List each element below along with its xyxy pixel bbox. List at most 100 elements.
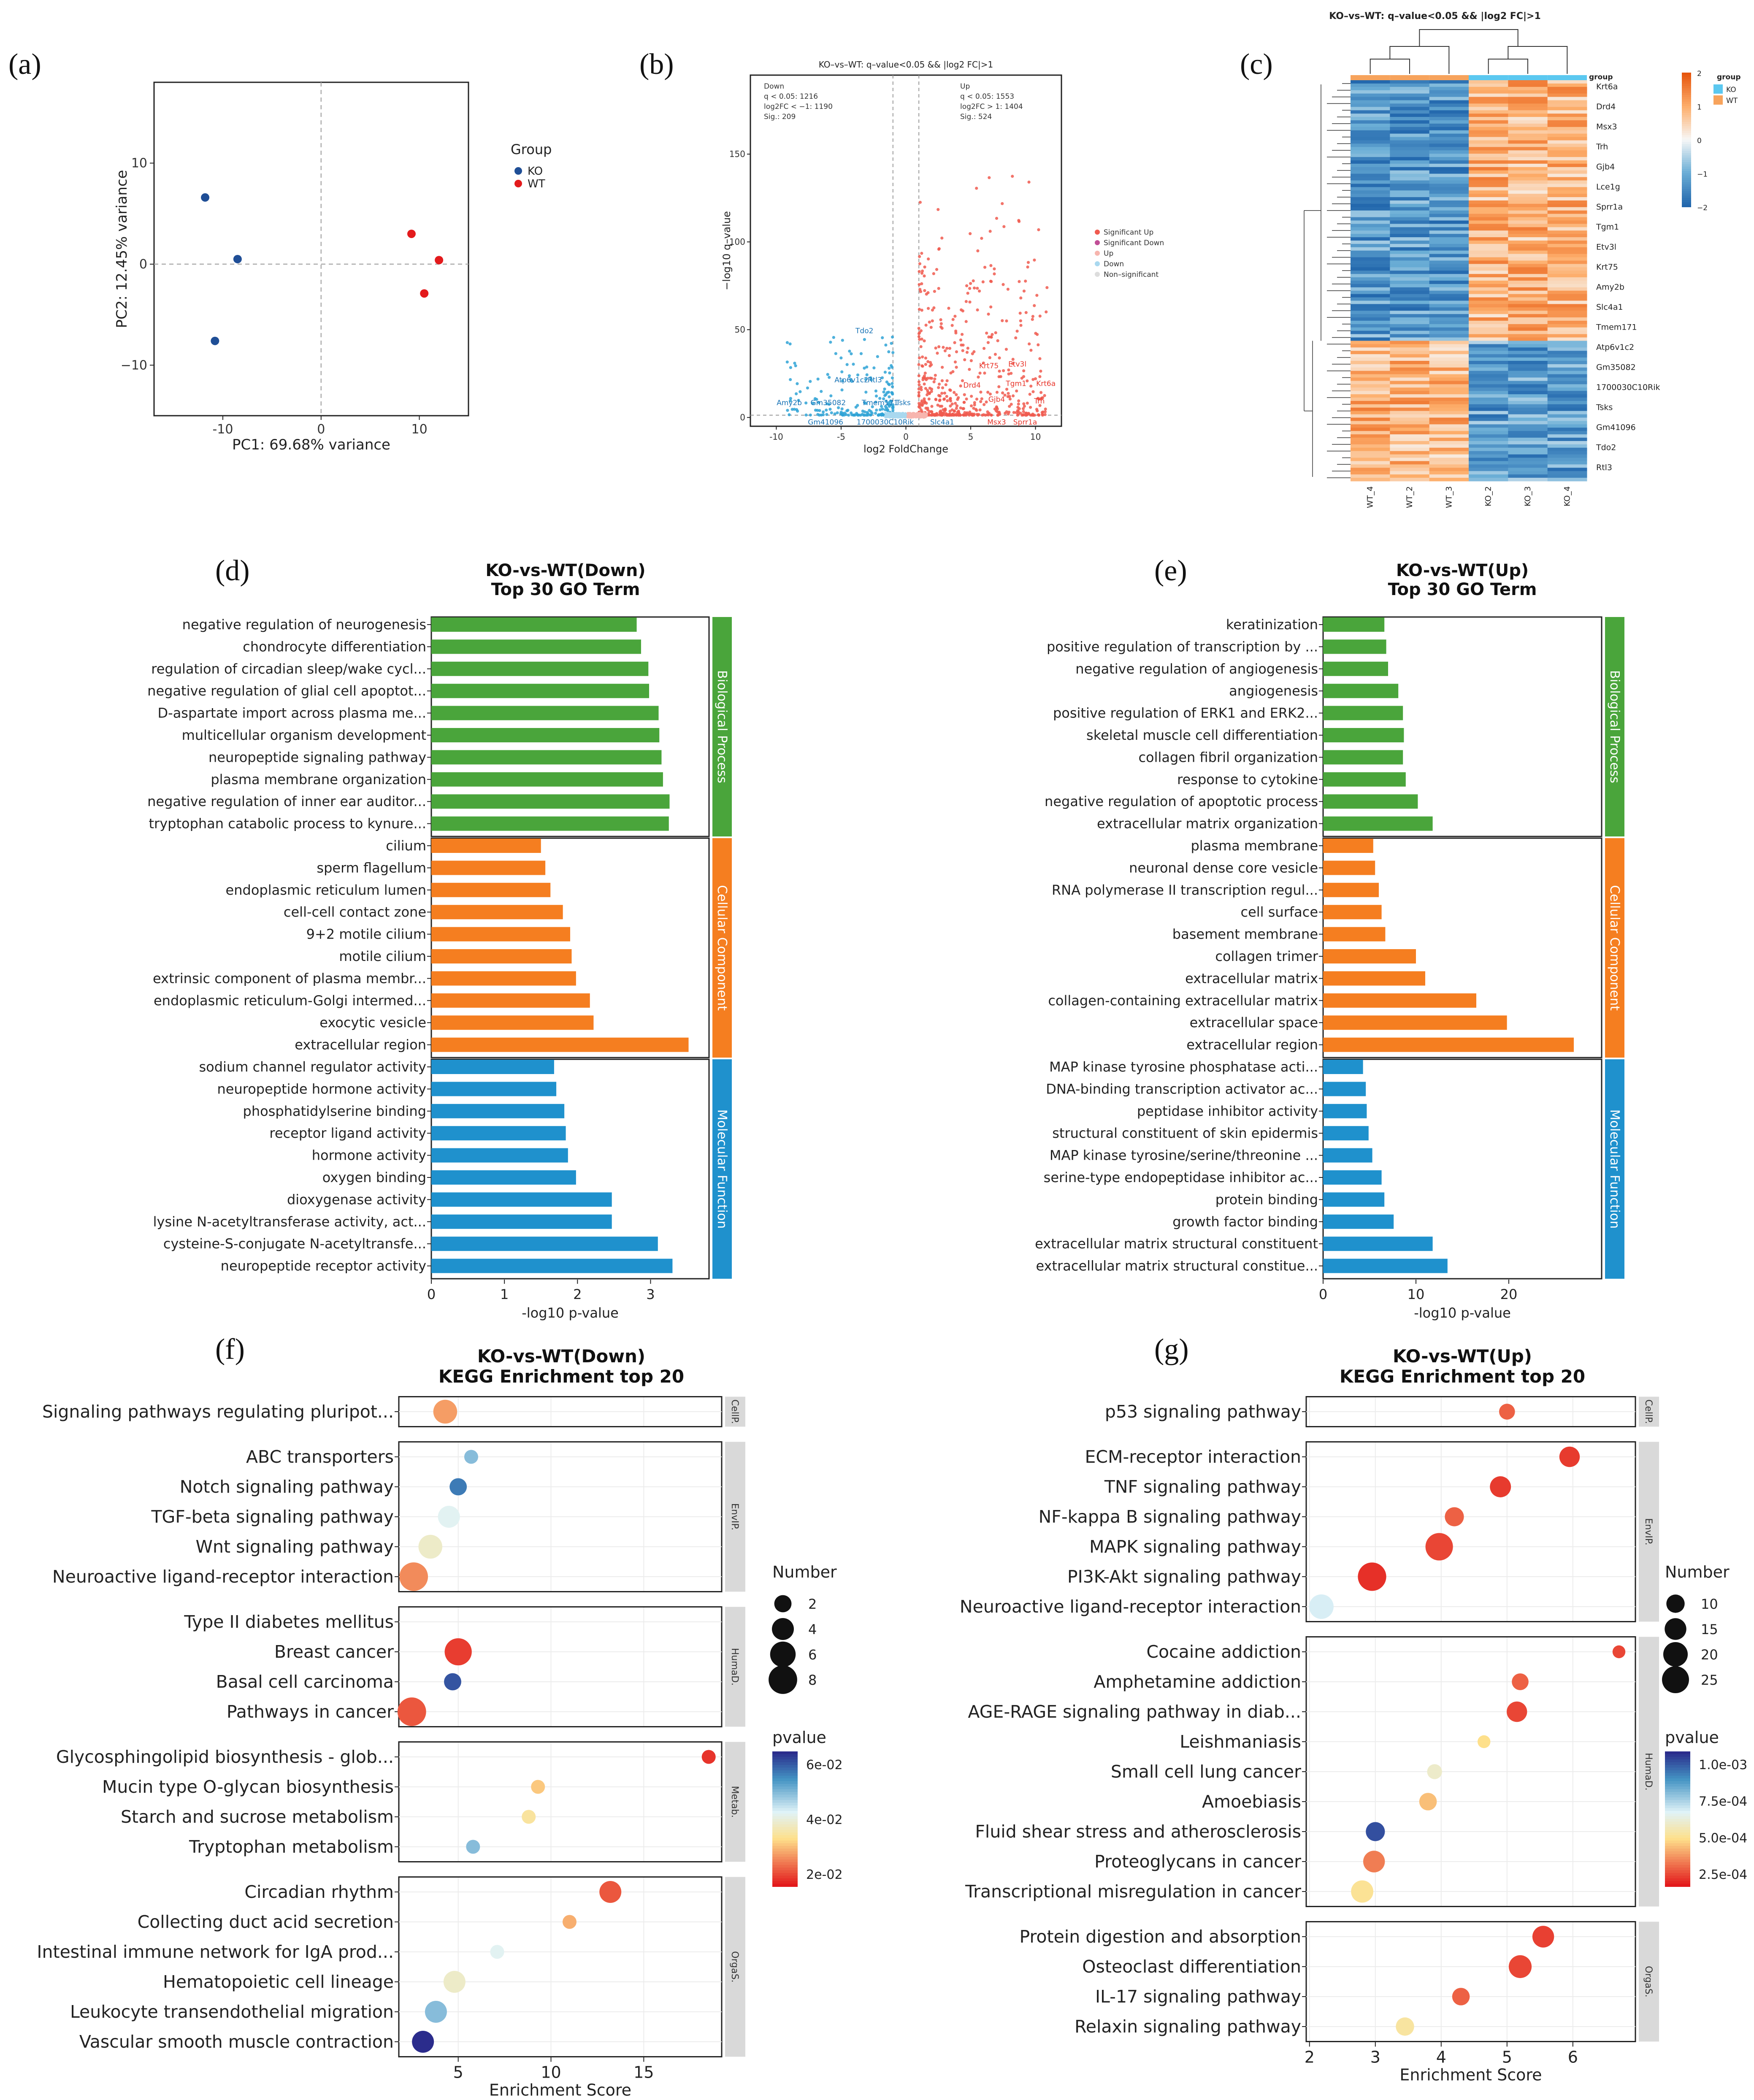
group-annotation-cell — [1351, 75, 1390, 80]
colorbar-segment — [1682, 117, 1691, 120]
legend-title: group — [1717, 73, 1741, 81]
volcano-point-down — [794, 364, 797, 368]
heatmap-cell — [1429, 321, 1469, 325]
heatmap-cell — [1469, 117, 1508, 121]
x-axis-label: Enrichment Score — [1399, 2066, 1542, 2084]
volcano-point-up — [918, 200, 922, 204]
heatmap-cell — [1469, 271, 1508, 274]
heatmap-cell — [1351, 194, 1390, 198]
kegg-term-label: Cocaine addiction — [1146, 1642, 1301, 1662]
volcano-point-down — [880, 405, 883, 408]
heatmap-cell — [1429, 364, 1469, 368]
colorbar-segment — [1682, 113, 1691, 116]
heatmap-cell — [1469, 478, 1508, 482]
volcano-point-up — [1022, 410, 1025, 413]
heatmap-cell — [1469, 190, 1508, 194]
volcano-point-up — [943, 391, 946, 395]
volcano-point-up — [928, 387, 931, 390]
volcano-point-up — [926, 307, 930, 310]
go-term-label: protein binding — [1215, 1191, 1318, 1207]
heatmap-cell — [1547, 341, 1587, 344]
heatmap-cell — [1547, 468, 1587, 471]
heatmap-cell — [1390, 170, 1430, 174]
stats-down-line: q < 0.05: 1216 — [764, 92, 818, 101]
heatmap-cell — [1508, 468, 1548, 471]
volcano-point-down — [797, 399, 800, 402]
heatmap-cell — [1508, 257, 1548, 261]
colorbar-segment — [1665, 1838, 1690, 1841]
heatmap-cell — [1508, 478, 1548, 482]
volcano-point-down — [817, 414, 821, 417]
x-axis-label: Enrichment Score — [489, 2081, 631, 2100]
volcano-point-down — [840, 413, 844, 416]
volcano-point-up — [917, 387, 920, 391]
colorbar-segment — [1682, 99, 1691, 102]
volcano-point-down — [859, 352, 863, 355]
heatmap-cell — [1469, 421, 1508, 425]
heatmap-cell — [1351, 237, 1390, 241]
heatmap-cell — [1469, 394, 1508, 398]
volcano-point-ns — [899, 414, 902, 417]
heatmap-cell — [1390, 314, 1430, 318]
colorbar-segment — [1682, 144, 1691, 147]
colorbar-segment — [1682, 142, 1691, 145]
heatmap-cell — [1390, 457, 1430, 461]
heatmap-cell — [1508, 264, 1548, 268]
heatmap-cell — [1390, 344, 1430, 348]
plot-frame — [153, 81, 469, 417]
chart-title: KO-vs-WT(Down) — [485, 561, 645, 580]
gene-label: Krt75 — [979, 362, 999, 371]
heatmap-cell — [1429, 457, 1469, 461]
volcano-point-up — [1038, 357, 1042, 360]
heatmap-cell — [1351, 80, 1390, 84]
volcano-point-down — [884, 408, 887, 411]
kegg-term-label: Leishmaniasis — [1180, 1732, 1301, 1752]
go-bar — [1323, 971, 1425, 986]
colorbar-tick: 1 — [1697, 103, 1702, 112]
heatmap-cell — [1429, 314, 1469, 318]
facet-strip — [712, 1059, 732, 1279]
volcano-point-up — [1001, 391, 1004, 395]
volcano-point-up — [1007, 368, 1010, 372]
colorbar-segment — [772, 1765, 798, 1768]
volcano-point-down — [891, 382, 894, 385]
volcano-point-up — [926, 360, 930, 363]
volcano-point-up — [941, 365, 944, 369]
kegg-dot — [1478, 1735, 1491, 1748]
go-term-label: negative regulation of glial cell apopto… — [147, 683, 426, 699]
volcano-point-up — [1007, 412, 1010, 416]
heatmap-cell — [1508, 93, 1548, 97]
heatmap-cell — [1547, 361, 1587, 365]
colorbar-segment — [1682, 157, 1691, 160]
heatmap-cell — [1390, 391, 1430, 395]
heatmap-cell — [1390, 444, 1430, 448]
heatmap-cell — [1390, 120, 1430, 124]
colorbar-segment — [1682, 180, 1691, 183]
go-bar — [431, 905, 563, 920]
heatmap-cell — [1547, 381, 1587, 384]
heatmap-cell — [1469, 264, 1508, 268]
volcano-point-up — [956, 413, 960, 416]
heatmap-cell — [1469, 377, 1508, 381]
kegg-dot — [522, 1810, 536, 1824]
colorbar-segment — [772, 1786, 798, 1790]
volcano-point-down — [829, 341, 832, 344]
heatmap-cell — [1508, 97, 1548, 100]
volcano-point-up — [988, 392, 992, 396]
volcano-point-down — [865, 365, 869, 369]
heatmap-column-label: WT_3 — [1444, 486, 1454, 508]
kegg-term-label: p53 signaling pathway — [1105, 1402, 1301, 1422]
heatmap-cell — [1508, 391, 1548, 395]
heatmap-cell — [1469, 114, 1508, 117]
volcano-point-up — [954, 329, 958, 333]
heatmap-cell — [1508, 137, 1548, 141]
volcano-point-up — [954, 402, 957, 405]
heatmap-cell — [1429, 90, 1469, 94]
volcano-point-up — [949, 397, 952, 400]
volcano-point-down — [884, 400, 888, 403]
heatmap-cell — [1429, 324, 1469, 328]
heatmap-cell — [1351, 454, 1390, 458]
colorbar-segment — [1682, 79, 1691, 82]
go-bar — [1323, 861, 1375, 875]
